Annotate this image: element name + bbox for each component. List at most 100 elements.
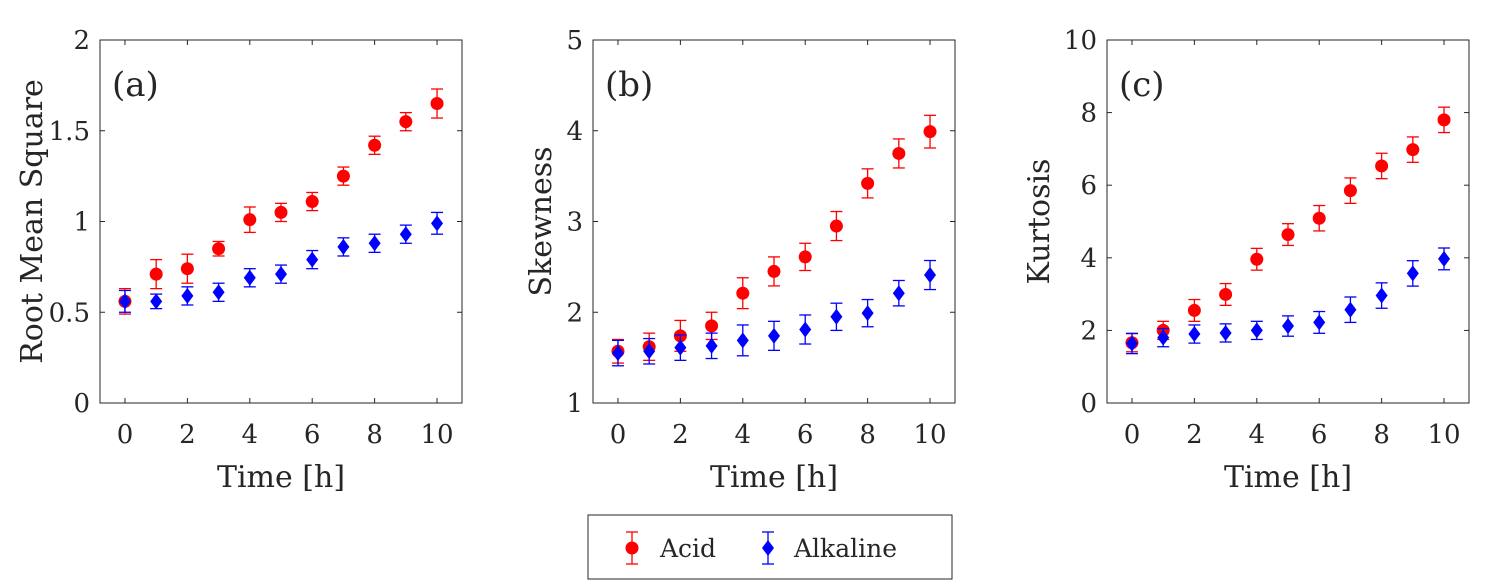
x-axis-label-c: Time [h] xyxy=(1224,460,1352,495)
x-tick-label-c: 4 xyxy=(1249,420,1266,450)
y-tick-label-a: 1.5 xyxy=(49,117,90,147)
y-axis-label-b: Skewness xyxy=(524,146,559,296)
y-tick-label-b: 4 xyxy=(566,117,583,147)
point-acid-a xyxy=(149,267,163,281)
point-alkaline-c xyxy=(1344,301,1357,318)
x-tick-label-a: 10 xyxy=(420,420,453,450)
y-axis-label-a: Root Mean Square xyxy=(15,79,50,364)
x-tick-label-c: 0 xyxy=(1124,420,1141,450)
point-acid-b xyxy=(705,319,719,333)
chart-panel-c: 0 2 4 6 8 10 0 2 4 6 8 10 Time [h] Kurtosis (c) xyxy=(1022,26,1470,495)
legend: Acid Alkaline xyxy=(587,514,953,580)
point-alkaline-c xyxy=(1375,287,1388,304)
point-alkaline-c xyxy=(1125,335,1138,352)
point-acid-b xyxy=(767,264,781,278)
point-alkaline-a xyxy=(181,287,194,304)
x-tick-label-b: 0 xyxy=(610,420,627,450)
legend-alkaline-marker xyxy=(762,540,774,556)
panel-label-a: (a) xyxy=(112,65,159,105)
point-acid-b xyxy=(892,146,906,160)
point-acid-c xyxy=(1343,184,1357,198)
point-acid-c xyxy=(1437,113,1451,127)
point-alkaline-b xyxy=(674,339,687,356)
point-alkaline-a xyxy=(212,284,225,301)
point-acid-a xyxy=(399,115,413,129)
point-acid-a xyxy=(180,262,194,276)
point-acid-c xyxy=(1281,228,1295,242)
plot-area-c xyxy=(1106,39,1470,404)
chart-panel-a: 0 2 4 6 8 10 0 0.5 1 1.5 2 Time [h] Root Mean Square… xyxy=(15,26,463,495)
point-alkaline-b xyxy=(736,332,749,349)
point-acid-a xyxy=(336,169,350,183)
point-acid-a xyxy=(243,213,257,227)
point-alkaline-a xyxy=(150,293,163,310)
y-tick-label-c: 10 xyxy=(1064,26,1097,56)
point-acid-c xyxy=(1375,159,1389,173)
point-alkaline-b xyxy=(892,285,905,302)
point-alkaline-a xyxy=(399,226,412,243)
legend-entry-acid: Acid xyxy=(625,531,716,565)
point-acid-a xyxy=(274,205,288,219)
y-tick-label-b: 5 xyxy=(566,26,583,56)
x-tick-label-c: 6 xyxy=(1311,420,1328,450)
point-alkaline-b xyxy=(643,343,656,360)
y-tick-label-c: 6 xyxy=(1080,171,1097,201)
point-acid-b xyxy=(798,250,812,264)
point-acid-a xyxy=(430,97,444,111)
point-acid-b xyxy=(736,286,750,300)
point-alkaline-a xyxy=(431,215,444,232)
point-acid-c xyxy=(1406,143,1420,157)
x-tick-label-a: 4 xyxy=(242,420,259,450)
y-tick-label-a: 0 xyxy=(73,389,90,419)
x-tick-label-b: 2 xyxy=(672,420,689,450)
x-axis-label-b: Time [h] xyxy=(710,460,838,495)
point-acid-c xyxy=(1187,303,1201,317)
panel-label-b: (b) xyxy=(605,65,653,105)
legend-acid-label: Acid xyxy=(659,534,716,563)
x-axis-label-a: Time [h] xyxy=(217,460,345,495)
x-tick-label-a: 8 xyxy=(366,420,383,450)
point-alkaline-c xyxy=(1282,318,1294,335)
point-acid-b xyxy=(829,219,843,233)
point-alkaline-a xyxy=(368,235,381,252)
x-tick-label-c: 10 xyxy=(1427,420,1460,450)
y-tick-label-a: 1 xyxy=(73,208,90,238)
y-axis-label-c: Kurtosis xyxy=(1022,159,1057,285)
y-tick-label-c: 4 xyxy=(1080,244,1097,274)
panel-label-c: (c) xyxy=(1119,65,1165,105)
point-acid-a xyxy=(305,195,319,209)
point-alkaline-b xyxy=(799,321,812,338)
point-acid-c xyxy=(1250,252,1264,266)
point-acid-b xyxy=(861,176,875,190)
point-alkaline-a xyxy=(275,266,287,283)
point-alkaline-c xyxy=(1313,314,1326,331)
point-acid-a xyxy=(368,138,382,152)
point-alkaline-a xyxy=(306,251,319,268)
y-tick-label-b: 2 xyxy=(566,298,583,328)
y-tick-label-c: 8 xyxy=(1080,99,1097,129)
legend-alkaline-label: Alkaline xyxy=(793,534,897,563)
y-tick-label-a: 2 xyxy=(73,26,90,56)
x-tick-label-a: 2 xyxy=(179,420,196,450)
point-alkaline-a xyxy=(243,269,256,286)
x-tick-label-a: 6 xyxy=(304,420,321,450)
point-alkaline-b xyxy=(924,267,937,284)
point-alkaline-c xyxy=(1219,324,1232,341)
x-tick-label-a: 0 xyxy=(117,420,134,450)
point-alkaline-c xyxy=(1406,265,1419,282)
point-alkaline-b xyxy=(611,345,624,362)
point-alkaline-b xyxy=(830,308,843,325)
x-tick-label-b: 4 xyxy=(735,420,752,450)
point-acid-a xyxy=(212,242,226,256)
point-alkaline-a xyxy=(337,238,350,255)
y-tick-label-b: 3 xyxy=(566,208,583,238)
y-tick-label-a: 0.5 xyxy=(49,298,90,328)
y-tick-label-b: 1 xyxy=(566,389,583,419)
point-acid-c xyxy=(1312,211,1326,225)
x-tick-label-b: 10 xyxy=(913,420,946,450)
point-alkaline-c xyxy=(1188,326,1201,343)
x-tick-label-b: 8 xyxy=(859,420,876,450)
x-tick-label-c: 8 xyxy=(1373,420,1390,450)
